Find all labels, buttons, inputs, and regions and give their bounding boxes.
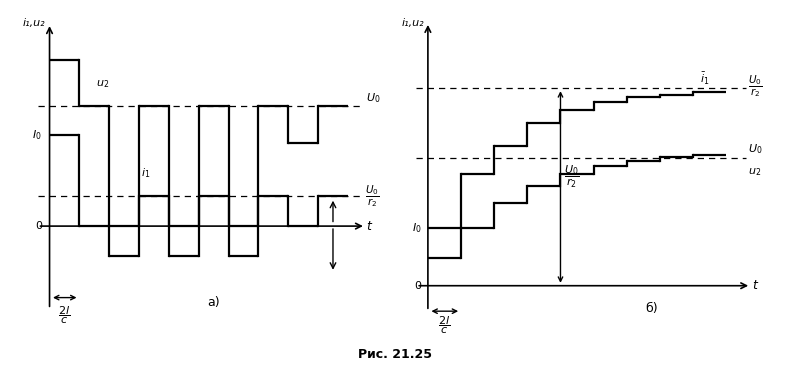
Text: $I_0$: $I_0$ [411, 222, 422, 235]
Text: $\dfrac{U_0}{r_2}$: $\dfrac{U_0}{r_2}$ [564, 164, 579, 190]
Text: $u_2$: $u_2$ [96, 78, 109, 90]
Text: б): б) [645, 302, 658, 315]
Text: $U_0$: $U_0$ [747, 142, 763, 156]
Text: t: t [366, 220, 371, 233]
Text: Рис. 21.25: Рис. 21.25 [358, 348, 433, 361]
Text: $\dfrac{2l}{c}$: $\dfrac{2l}{c}$ [438, 315, 451, 337]
Text: i₁,u₂: i₁,u₂ [22, 18, 45, 28]
Text: $\dfrac{U_0}{r_2}$: $\dfrac{U_0}{r_2}$ [365, 183, 380, 209]
Text: $u_2$: $u_2$ [747, 166, 761, 178]
Text: $\bar{i}_1$: $\bar{i}_1$ [700, 71, 709, 87]
Text: 0: 0 [414, 281, 422, 291]
Text: $\dfrac{2l}{c}$: $\dfrac{2l}{c}$ [59, 304, 70, 326]
Text: $I_0$: $I_0$ [32, 128, 42, 142]
Text: 0: 0 [35, 221, 42, 231]
Text: i₁,u₂: i₁,u₂ [402, 18, 425, 28]
Text: а): а) [207, 296, 220, 309]
Text: $U_0$: $U_0$ [365, 91, 380, 105]
Text: $i_1$: $i_1$ [141, 166, 149, 180]
Text: $\dfrac{U_0}{r_2}$: $\dfrac{U_0}{r_2}$ [747, 73, 763, 99]
Text: t: t [752, 279, 757, 292]
